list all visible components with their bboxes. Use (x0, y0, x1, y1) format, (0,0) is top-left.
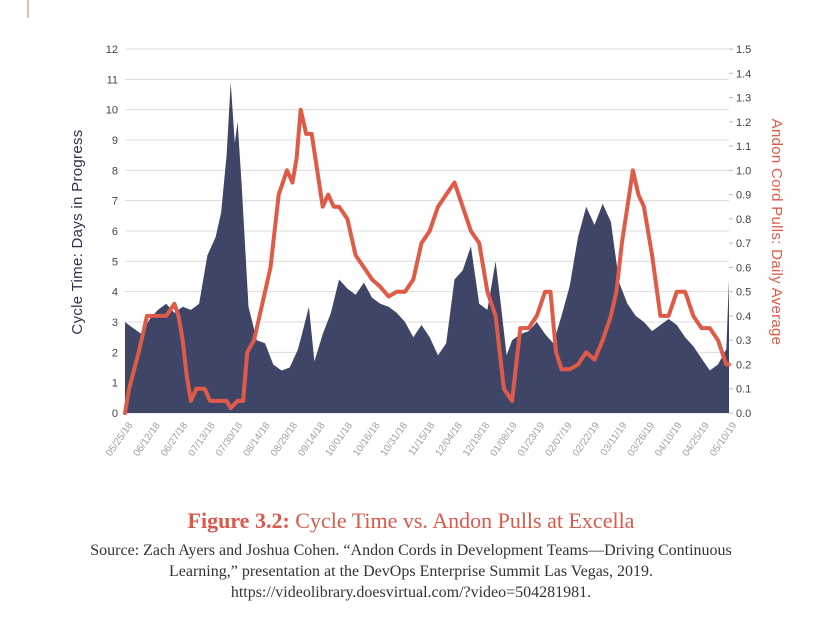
y-right-tick-label: 0.5 (736, 287, 751, 299)
y-left-tick-label: 8 (112, 165, 118, 177)
accent-bar (27, 0, 29, 18)
x-tick-label: 05/10/19 (708, 420, 740, 459)
andon-line-layer (123, 107, 731, 415)
figure-title: Figure 3.2: Cycle Time vs. Andon Pulls a… (0, 508, 822, 534)
y-left-tick-label: 6 (112, 226, 118, 238)
y-left-tick-label: 12 (106, 44, 118, 56)
y-right-tick-label: 0.9 (736, 190, 751, 202)
y-right-tick-label: 0.4 (736, 311, 751, 323)
figure-source: Source: Zach Ayers and Joshua Cohen. “An… (90, 542, 732, 601)
right-axis-ticks: 0.0 0.1 0.2 0.3 0.4 0.5 0.6 0.7 0.8 0.9 1.0 1.1 1.2 1… (729, 44, 751, 420)
figure-caption: Figure 3.2: Cycle Time vs. Andon Pulls a… (0, 508, 822, 603)
y-right-tick-label: 1.1 (736, 141, 751, 153)
y-right-tick-label: 1.3 (736, 93, 751, 105)
y-left-tick-label: 3 (112, 317, 118, 329)
y-left-tick-label: 11 (107, 74, 118, 86)
y-left-tick-label: 9 (112, 135, 118, 147)
cycle-time-area (125, 82, 729, 414)
figure-title-text: Cycle Time vs. Andon Pulls at Excella (289, 508, 635, 533)
cycle-time-area-layer (125, 82, 729, 414)
y-right-axis-title: Andon Cord Pulls: Daily Average (768, 119, 785, 346)
y-right-tick-label: 1.4 (736, 68, 751, 80)
y-right-tick-label: 0.6 (736, 262, 751, 274)
figure-number: Figure 3.2: (187, 508, 290, 533)
x-tick-label: 02/22/19 (571, 420, 603, 459)
y-left-tick-label: 1 (112, 378, 118, 390)
x-axis-ticks: 05/25/1806/12/1806/27/1807/13/1807/30/18… (104, 420, 740, 459)
y-right-tick-label: 1.0 (736, 165, 751, 177)
x-tick-label: 10/31/18 (379, 420, 411, 459)
y-left-tick-label: 7 (112, 196, 118, 208)
y-right-tick-label: 0.7 (736, 238, 751, 250)
y-left-tick-label: 0 (112, 408, 118, 420)
y-right-tick-label: 0.0 (736, 408, 751, 420)
y-right-tick-label: 1.2 (736, 117, 751, 129)
y-left-axis-title: Cycle Time: Days in Progress (69, 129, 86, 334)
y-right-tick-label: 0.3 (736, 335, 751, 347)
y-left-tick-label: 10 (106, 105, 118, 117)
y-left-tick-label: 4 (112, 287, 118, 299)
y-right-tick-label: 1.5 (736, 44, 751, 56)
y-right-tick-label: 0.8 (736, 214, 751, 226)
y-right-tick-label: 0.1 (736, 384, 751, 396)
y-left-tick-label: 2 (112, 347, 118, 359)
y-left-tick-label: 5 (112, 256, 118, 268)
y-right-tick-label: 0.2 (736, 359, 751, 371)
andon-pulls-line (123, 107, 731, 415)
